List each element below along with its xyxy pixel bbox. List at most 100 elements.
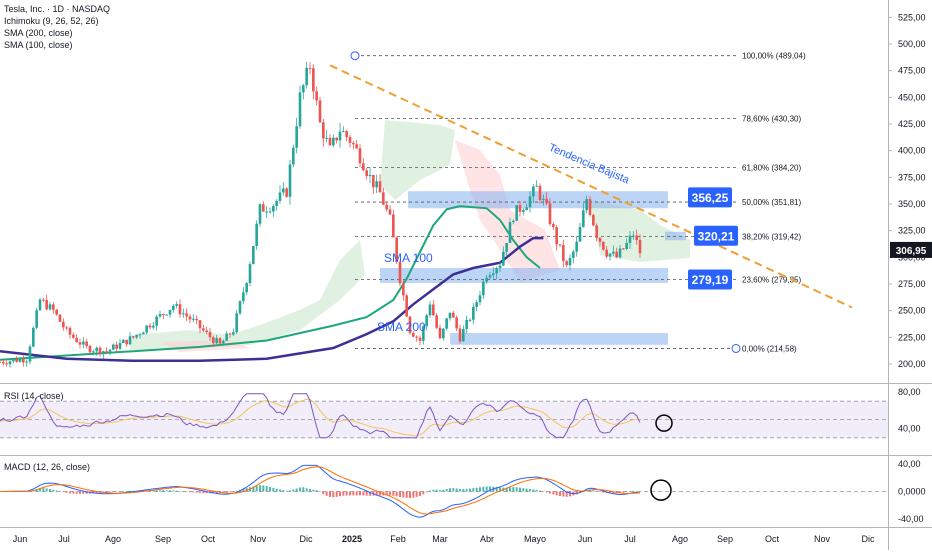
candle-body — [338, 131, 342, 141]
macd-histogram-bar — [205, 491, 208, 494]
macd-histogram-bar — [362, 491, 365, 496]
macd-histogram-bar — [419, 491, 421, 496]
candle-body — [282, 188, 285, 193]
fib-anchor-start — [350, 51, 360, 61]
macd-histogram-bar — [119, 491, 121, 492]
candle-body — [592, 214, 595, 226]
candle-body — [598, 237, 602, 242]
macd-histogram-bar — [275, 488, 278, 492]
candle-body — [112, 344, 115, 350]
candle-body — [145, 325, 148, 333]
macd-histogram-bar — [505, 487, 508, 492]
zone-label-box — [688, 187, 732, 208]
candle-body — [305, 67, 308, 86]
macd-histogram-bar — [365, 491, 368, 496]
macd-histogram-bar — [389, 491, 391, 496]
macd-histogram-bar — [269, 486, 271, 492]
candle-body — [495, 268, 498, 274]
candle-body — [65, 327, 68, 329]
candle-body — [602, 241, 605, 250]
macd-histogram-bar — [395, 491, 398, 497]
time-axis-label: Mar — [432, 534, 448, 544]
rsi-axis-tick: 80,00 — [898, 387, 921, 397]
candle-body — [292, 147, 295, 165]
candle-body — [98, 347, 102, 355]
macd-histogram-bar — [402, 491, 405, 498]
macd-histogram-bar — [639, 491, 641, 492]
candle-body — [538, 185, 542, 201]
fib-anchor-end — [731, 343, 741, 353]
macd-histogram-bar — [245, 488, 248, 492]
price-zone — [665, 231, 686, 241]
candle-body — [25, 361, 28, 363]
macd-histogram-bar — [169, 490, 171, 492]
price-axis-tick: 350,00 — [898, 199, 926, 209]
macd-histogram-bar — [559, 491, 561, 497]
macd-histogram-bar — [582, 491, 585, 492]
legend-macd: MACD (12, 26, close) — [4, 462, 91, 472]
candle-body — [545, 198, 548, 204]
macd-histogram-bar — [412, 491, 415, 498]
candle-body — [122, 339, 125, 343]
legend-ichimoku: Ichimoku (9, 26, 52, 26) — [4, 16, 99, 26]
macd-histogram-bar — [159, 490, 161, 492]
macd-histogram-bar — [415, 491, 418, 497]
candle-body — [395, 237, 398, 262]
candle-body — [462, 328, 465, 342]
macd-histogram-bar — [215, 491, 218, 494]
macd-histogram-bar — [622, 491, 625, 493]
candle-body — [518, 205, 522, 212]
macd-histogram-bar — [535, 489, 538, 492]
macd-histogram-bar — [309, 489, 311, 492]
candle-body — [378, 181, 382, 193]
legend-sma200: SMA (200, close) — [4, 28, 73, 38]
time-axis-label: Mayo — [524, 534, 546, 544]
price-axis-tick: 200,00 — [898, 359, 926, 369]
time-axis-label: Abr — [480, 534, 494, 544]
candle-body — [612, 251, 615, 254]
rsi-axis-tick: 40,00 — [898, 424, 921, 434]
macd-histogram-bar — [229, 491, 231, 493]
candle-body — [432, 304, 435, 316]
macd-histogram-bar — [95, 491, 98, 494]
macd-histogram-bar — [409, 491, 411, 499]
macd-histogram-bar — [345, 491, 348, 496]
macd-histogram-bar — [279, 489, 281, 492]
fib-level-label: 78,60% (430,30) — [742, 114, 801, 123]
candle-body — [15, 359, 18, 362]
candle-body — [162, 314, 165, 316]
candle-body — [95, 347, 98, 352]
candle-body — [232, 332, 235, 335]
candle-body — [202, 328, 205, 331]
macd-histogram-bar — [549, 491, 551, 494]
candle-body — [168, 309, 172, 315]
macd-histogram-bar — [445, 489, 448, 492]
macd-histogram-bar — [295, 488, 298, 492]
candle-body — [618, 248, 622, 258]
candle-body — [262, 204, 265, 212]
candle-body — [465, 319, 468, 329]
macd-histogram-bar — [542, 491, 545, 492]
macd-histogram-bar — [182, 491, 185, 492]
trend-annotation: Tendencia Bajista — [547, 142, 632, 187]
macd-histogram-bar — [545, 491, 548, 493]
macd-histogram-bar — [555, 491, 558, 496]
candle-body — [565, 261, 568, 266]
candle-body — [142, 332, 145, 335]
candle-body — [208, 332, 212, 338]
candle-body — [8, 361, 12, 365]
time-axis-label: Oct — [765, 534, 780, 544]
macd-histogram-bar — [489, 486, 491, 492]
macd-histogram-bar — [342, 491, 345, 496]
sma200-line — [0, 236, 544, 363]
candle-body — [272, 206, 275, 212]
candle-body — [468, 319, 472, 321]
macd-histogram-bar — [469, 488, 471, 492]
rsi-signal-line — [0, 398, 641, 437]
candle-body — [575, 241, 578, 252]
candle-body — [502, 251, 505, 266]
macd-histogram-bar — [399, 491, 401, 498]
macd-histogram-bar — [532, 489, 535, 492]
